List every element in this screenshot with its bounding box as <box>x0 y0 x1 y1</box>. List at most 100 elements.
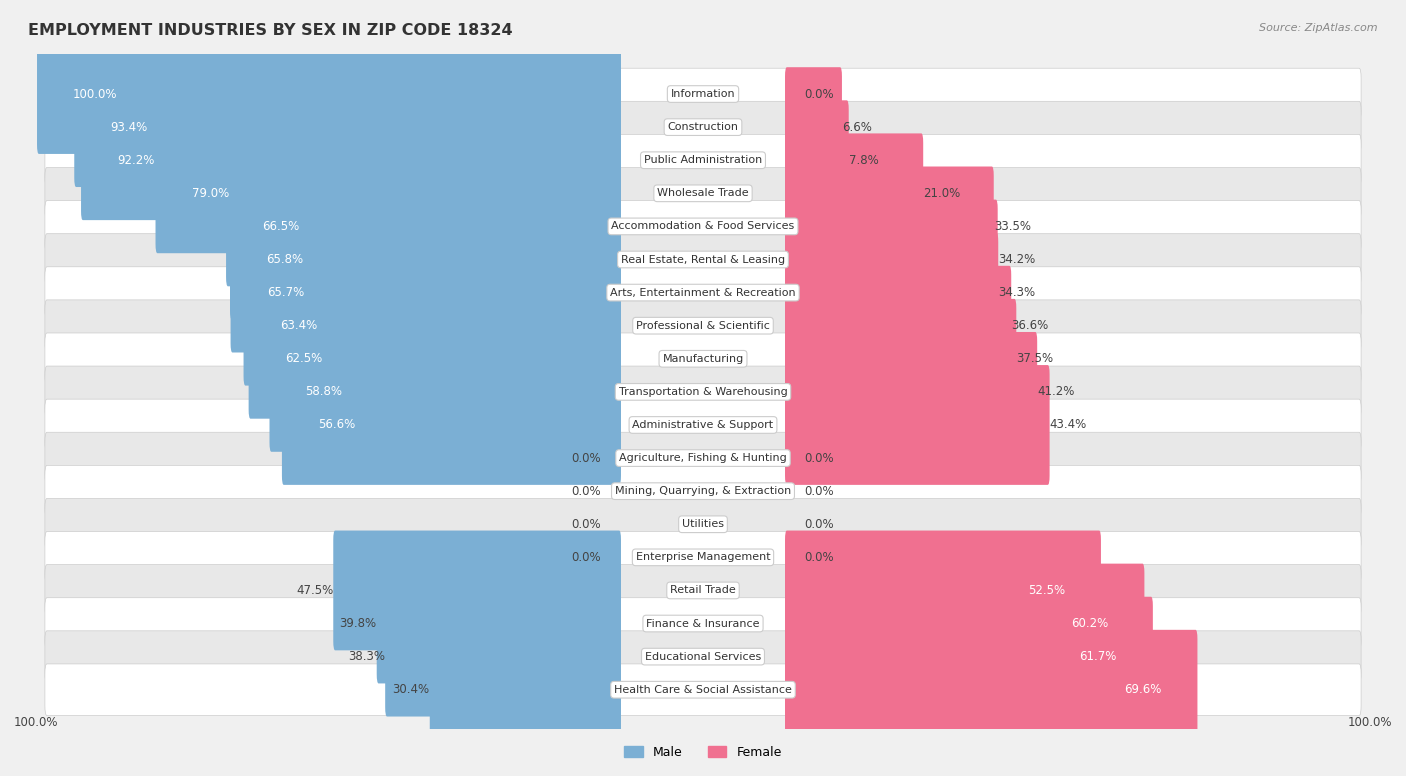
FancyBboxPatch shape <box>785 233 998 352</box>
FancyBboxPatch shape <box>283 365 621 485</box>
FancyBboxPatch shape <box>45 532 1361 584</box>
Text: 34.2%: 34.2% <box>998 253 1035 266</box>
FancyBboxPatch shape <box>231 199 621 320</box>
Text: 100.0%: 100.0% <box>1347 716 1392 729</box>
Text: Administrative & Support: Administrative & Support <box>633 420 773 430</box>
Text: 0.0%: 0.0% <box>572 452 602 465</box>
FancyBboxPatch shape <box>785 531 1101 650</box>
FancyBboxPatch shape <box>45 168 1361 219</box>
Text: 30.4%: 30.4% <box>392 683 430 696</box>
FancyBboxPatch shape <box>785 299 1017 419</box>
FancyBboxPatch shape <box>785 167 994 286</box>
Text: Agriculture, Fishing & Hunting: Agriculture, Fishing & Hunting <box>619 453 787 463</box>
FancyBboxPatch shape <box>37 34 621 154</box>
FancyBboxPatch shape <box>270 332 621 452</box>
Text: Transportation & Warehousing: Transportation & Warehousing <box>619 387 787 397</box>
Text: Enterprise Management: Enterprise Management <box>636 553 770 563</box>
FancyBboxPatch shape <box>231 233 621 352</box>
Text: 43.4%: 43.4% <box>1050 418 1087 431</box>
Text: Finance & Insurance: Finance & Insurance <box>647 618 759 629</box>
Text: Information: Information <box>671 89 735 99</box>
Text: Construction: Construction <box>668 122 738 132</box>
Text: 100.0%: 100.0% <box>14 716 59 729</box>
FancyBboxPatch shape <box>385 597 621 716</box>
Text: 61.7%: 61.7% <box>1080 650 1116 663</box>
Text: 0.0%: 0.0% <box>804 88 834 101</box>
FancyBboxPatch shape <box>785 68 842 187</box>
Text: 58.8%: 58.8% <box>305 386 343 398</box>
Text: Retail Trade: Retail Trade <box>671 585 735 595</box>
FancyBboxPatch shape <box>45 598 1361 650</box>
Text: 0.0%: 0.0% <box>804 452 834 465</box>
Text: 21.0%: 21.0% <box>924 187 960 199</box>
Text: 7.8%: 7.8% <box>849 154 879 167</box>
Text: 65.7%: 65.7% <box>267 286 304 299</box>
FancyBboxPatch shape <box>785 365 1050 485</box>
FancyBboxPatch shape <box>785 332 1038 452</box>
Text: Health Care & Social Assistance: Health Care & Social Assistance <box>614 684 792 695</box>
FancyBboxPatch shape <box>45 134 1361 186</box>
Text: 38.3%: 38.3% <box>349 650 385 663</box>
Text: 34.3%: 34.3% <box>998 286 1035 299</box>
FancyBboxPatch shape <box>785 630 1198 750</box>
FancyBboxPatch shape <box>226 167 621 286</box>
Text: 100.0%: 100.0% <box>73 88 118 101</box>
Text: 69.6%: 69.6% <box>1123 683 1161 696</box>
Text: 6.6%: 6.6% <box>842 120 872 133</box>
Text: 0.0%: 0.0% <box>572 551 602 564</box>
Text: Utilities: Utilities <box>682 519 724 529</box>
FancyBboxPatch shape <box>45 333 1361 385</box>
FancyBboxPatch shape <box>785 133 924 253</box>
Text: 37.5%: 37.5% <box>1017 352 1053 365</box>
FancyBboxPatch shape <box>430 630 621 750</box>
Text: 62.5%: 62.5% <box>284 352 322 365</box>
FancyBboxPatch shape <box>785 563 1144 684</box>
FancyBboxPatch shape <box>45 432 1361 484</box>
Text: 0.0%: 0.0% <box>572 485 602 497</box>
Text: Public Administration: Public Administration <box>644 155 762 165</box>
Legend: Male, Female: Male, Female <box>619 741 787 764</box>
FancyBboxPatch shape <box>785 266 1011 386</box>
FancyBboxPatch shape <box>45 498 1361 550</box>
FancyBboxPatch shape <box>45 68 1361 120</box>
Text: EMPLOYMENT INDUSTRIES BY SEX IN ZIP CODE 18324: EMPLOYMENT INDUSTRIES BY SEX IN ZIP CODE… <box>28 23 513 38</box>
Text: Arts, Entertainment & Recreation: Arts, Entertainment & Recreation <box>610 288 796 298</box>
Text: Professional & Scientific: Professional & Scientific <box>636 320 770 331</box>
Text: 0.0%: 0.0% <box>804 485 834 497</box>
FancyBboxPatch shape <box>45 201 1361 252</box>
Text: 33.5%: 33.5% <box>994 220 1031 233</box>
FancyBboxPatch shape <box>75 68 621 187</box>
Text: 0.0%: 0.0% <box>572 518 602 531</box>
Text: 79.0%: 79.0% <box>191 187 229 199</box>
FancyBboxPatch shape <box>82 100 621 220</box>
Text: 0.0%: 0.0% <box>804 551 834 564</box>
FancyBboxPatch shape <box>333 531 621 650</box>
FancyBboxPatch shape <box>45 102 1361 153</box>
Text: 39.8%: 39.8% <box>340 617 377 630</box>
Text: 63.4%: 63.4% <box>280 319 316 332</box>
Text: Accommodation & Food Services: Accommodation & Food Services <box>612 221 794 231</box>
FancyBboxPatch shape <box>45 664 1361 715</box>
FancyBboxPatch shape <box>45 366 1361 417</box>
Text: 0.0%: 0.0% <box>804 518 834 531</box>
Text: 92.2%: 92.2% <box>117 154 155 167</box>
FancyBboxPatch shape <box>45 234 1361 286</box>
FancyBboxPatch shape <box>249 299 621 419</box>
Text: 65.8%: 65.8% <box>266 253 304 266</box>
Text: 47.5%: 47.5% <box>297 584 333 597</box>
FancyBboxPatch shape <box>156 133 621 253</box>
Text: 41.2%: 41.2% <box>1038 386 1074 398</box>
FancyBboxPatch shape <box>45 267 1361 318</box>
Text: Source: ZipAtlas.com: Source: ZipAtlas.com <box>1260 23 1378 33</box>
Text: Wholesale Trade: Wholesale Trade <box>657 189 749 199</box>
FancyBboxPatch shape <box>243 266 621 386</box>
FancyBboxPatch shape <box>377 563 621 684</box>
Text: Manufacturing: Manufacturing <box>662 354 744 364</box>
Text: Mining, Quarrying, & Extraction: Mining, Quarrying, & Extraction <box>614 486 792 496</box>
FancyBboxPatch shape <box>45 565 1361 616</box>
FancyBboxPatch shape <box>785 199 998 320</box>
FancyBboxPatch shape <box>45 466 1361 517</box>
Text: 56.6%: 56.6% <box>318 418 356 431</box>
Text: 93.4%: 93.4% <box>110 120 148 133</box>
Text: 60.2%: 60.2% <box>1071 617 1108 630</box>
